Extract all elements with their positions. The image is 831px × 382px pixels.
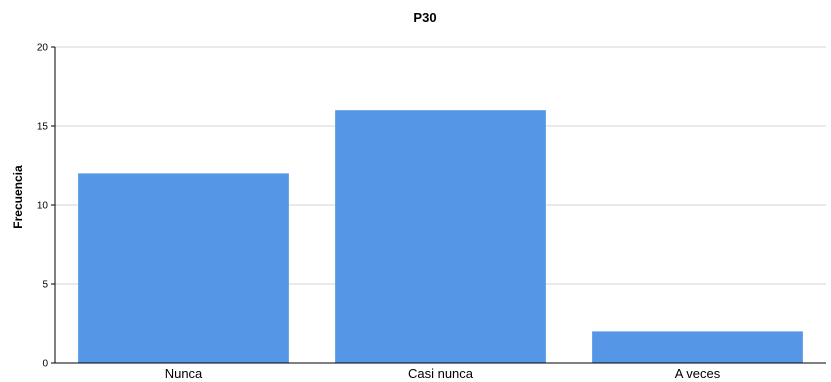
bar-casi-nunca bbox=[335, 110, 546, 363]
x-axis-ticks: Nunca Casi nunca A veces bbox=[165, 366, 721, 381]
x-tick-label: A veces bbox=[675, 366, 721, 381]
chart-title: P30 bbox=[413, 10, 436, 25]
bar-a-veces bbox=[592, 331, 803, 363]
x-tick-label: Nunca bbox=[165, 366, 203, 381]
y-tick-label: 5 bbox=[42, 280, 48, 291]
y-tick-label: 20 bbox=[37, 43, 49, 54]
bar-nunca bbox=[78, 173, 289, 363]
y-tick-label: 0 bbox=[42, 359, 48, 370]
y-axis-label: Frecuencia bbox=[11, 165, 25, 229]
y-tick-label: 15 bbox=[37, 122, 49, 133]
y-axis-ticks: 0 5 10 15 20 bbox=[37, 43, 55, 370]
x-tick-label: Casi nunca bbox=[408, 366, 474, 381]
y-tick-label: 10 bbox=[37, 201, 49, 212]
bars bbox=[78, 110, 803, 363]
